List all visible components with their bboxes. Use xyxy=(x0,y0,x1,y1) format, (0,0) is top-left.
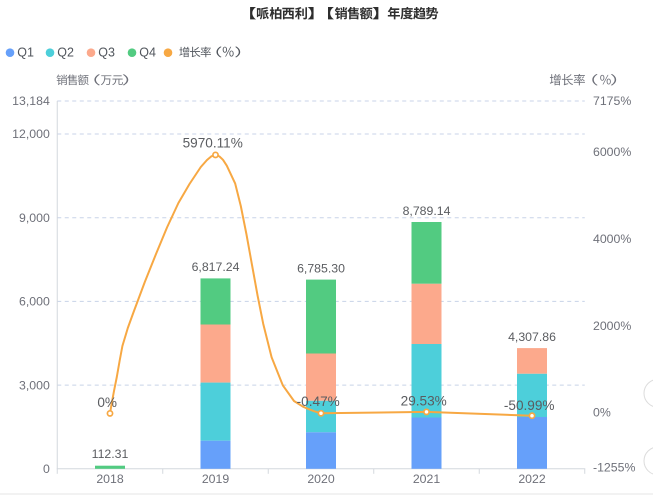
svg-text:8,789.14: 8,789.14 xyxy=(403,204,451,218)
svg-text:2018: 2018 xyxy=(96,472,124,486)
svg-text:Q1: Q1 xyxy=(17,45,34,59)
svg-text:-50.99%: -50.99% xyxy=(504,398,555,413)
svg-text:Q3: Q3 xyxy=(98,45,115,59)
svg-text:-0.47%: -0.47% xyxy=(297,394,340,409)
svg-text:3,000: 3,000 xyxy=(19,378,50,392)
svg-text:112.31: 112.31 xyxy=(92,447,129,461)
svg-text:0: 0 xyxy=(43,462,50,476)
svg-text:5970.11%: 5970.11% xyxy=(183,136,243,151)
svg-text:Q2: Q2 xyxy=(57,45,74,59)
svg-text:6000%: 6000% xyxy=(593,145,631,159)
svg-text:4,307.86: 4,307.86 xyxy=(508,330,556,344)
svg-text:Q4: Q4 xyxy=(139,45,156,59)
svg-text:2020: 2020 xyxy=(307,472,335,486)
svg-text:6,000: 6,000 xyxy=(19,295,50,309)
svg-text:-1255%: -1255% xyxy=(593,461,635,475)
svg-text:2000%: 2000% xyxy=(593,319,631,333)
svg-text:0%: 0% xyxy=(593,405,611,419)
svg-text:29.53%: 29.53% xyxy=(401,394,447,409)
svg-text:6,785.30: 6,785.30 xyxy=(297,261,345,275)
svg-text:6,817.24: 6,817.24 xyxy=(192,260,240,274)
svg-text:13,184: 13,184 xyxy=(12,94,50,108)
svg-text:9,000: 9,000 xyxy=(19,211,50,225)
svg-text:4000%: 4000% xyxy=(593,232,631,246)
svg-text:7175%: 7175% xyxy=(593,94,631,108)
svg-text:0%: 0% xyxy=(97,395,117,410)
svg-text:12,000: 12,000 xyxy=(12,127,50,141)
svg-text:2019: 2019 xyxy=(202,472,230,486)
svg-text:2022: 2022 xyxy=(518,472,546,486)
svg-text:2021: 2021 xyxy=(413,472,441,486)
